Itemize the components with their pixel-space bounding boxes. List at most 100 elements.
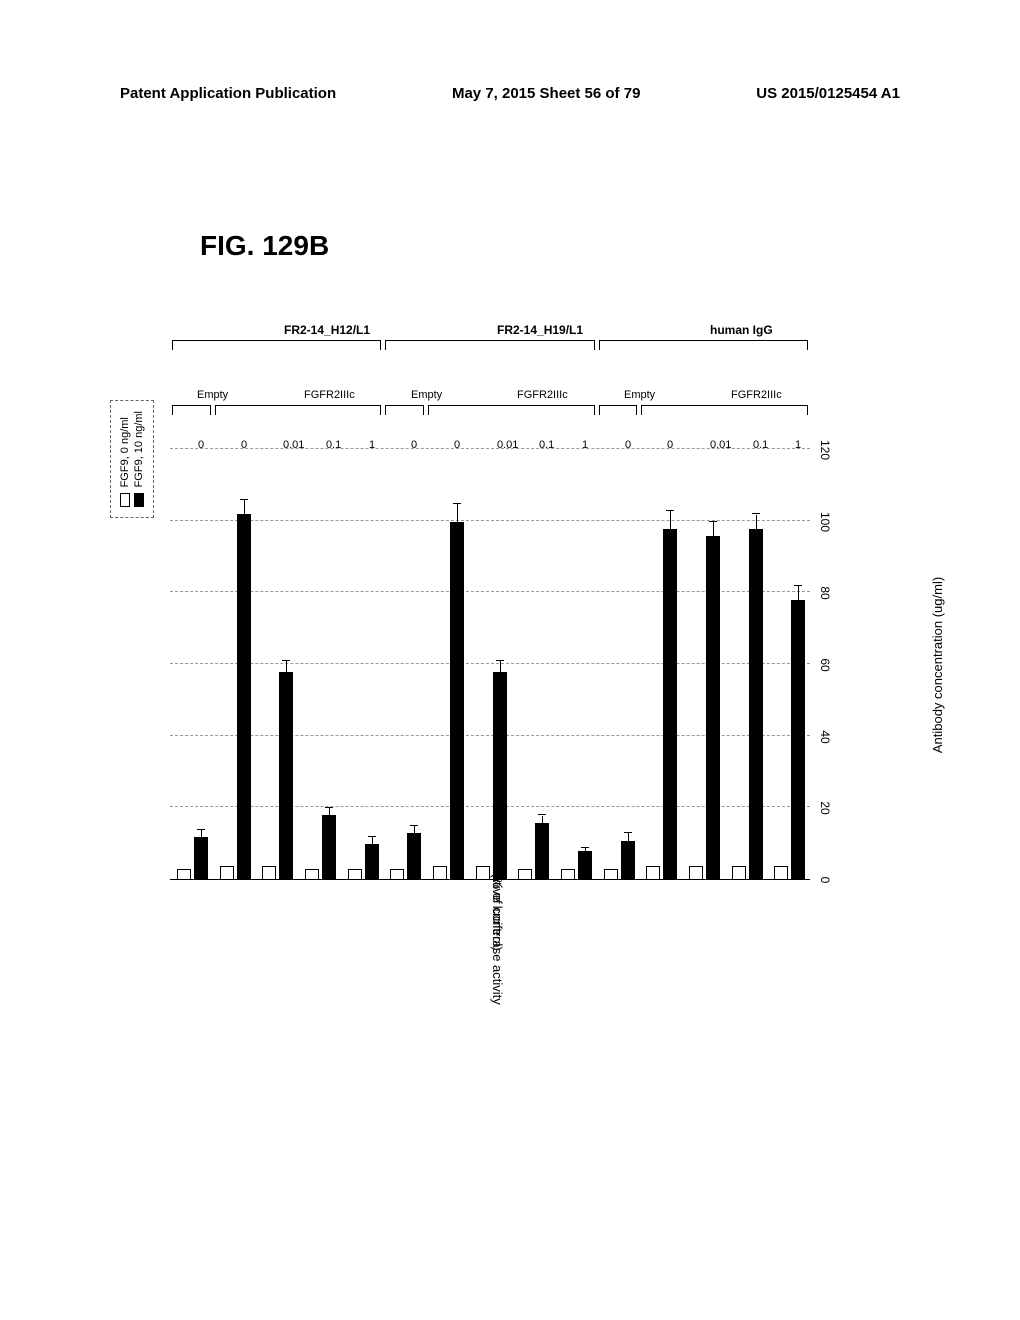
error-cap (240, 499, 248, 500)
error-bar (457, 504, 458, 522)
bar-fgf9-10 (663, 529, 677, 880)
legend-swatch-black (134, 493, 144, 507)
y-tick-label: 100 (818, 507, 832, 537)
bar-group (515, 450, 555, 880)
receptor-label: FGFR2IIIc (517, 389, 568, 401)
x-tick-label: 0.01 (497, 439, 518, 451)
receptor-bracket (599, 405, 638, 415)
error-bar (713, 522, 714, 536)
bar-fgf9-10 (194, 837, 208, 880)
error-cap (496, 660, 504, 661)
bar-fgf9-0 (390, 869, 404, 880)
error-cap (752, 514, 760, 515)
x-tick-label: 0 (411, 439, 417, 451)
bar-fgf9-0 (262, 866, 276, 880)
x-tick-label: 0 (667, 439, 673, 451)
error-bar (542, 816, 543, 823)
error-cap (581, 847, 589, 848)
y-tick-label: 40 (818, 722, 832, 752)
error-cap (410, 825, 418, 826)
legend: FGF9, 0 ng/ml FGF9, 10 ng/ml (110, 400, 154, 518)
bar-group (430, 450, 470, 880)
error-cap (624, 832, 632, 833)
bar-group (558, 450, 598, 880)
bar-group (686, 450, 726, 880)
x-tick-label: 0.1 (539, 439, 554, 451)
bar-fgf9-0 (561, 869, 575, 880)
error-bar (798, 586, 799, 600)
x-tick-label: 0.1 (326, 439, 341, 451)
bar-fgf9-10 (279, 672, 293, 880)
bar-fgf9-10 (706, 536, 720, 880)
legend-label: FGF9, 0 ng/ml (119, 417, 131, 487)
figure-label: FIG. 129B (200, 230, 329, 262)
receptor-bracket (172, 405, 211, 415)
receptor-label: FGFR2IIIc (304, 389, 355, 401)
error-cap (325, 807, 333, 808)
bar-fgf9-10 (237, 515, 251, 881)
bar-fgf9-0 (774, 866, 788, 880)
bar-fgf9-10 (365, 844, 379, 880)
receptor-bracket (428, 405, 595, 415)
bar-fgf9-0 (476, 866, 490, 880)
bar-fgf9-10 (450, 522, 464, 880)
bar-group (345, 450, 385, 880)
bar-group (302, 450, 342, 880)
error-cap (368, 836, 376, 837)
bar-fgf9-10 (535, 823, 549, 880)
antibody-bracket (385, 340, 594, 350)
bar-fgf9-10 (407, 833, 421, 880)
antibody-label: human IgG (710, 323, 773, 337)
bar-fgf9-10 (621, 841, 635, 880)
header-right: US 2015/0125454 A1 (756, 85, 900, 102)
error-cap (453, 503, 461, 504)
bar-group (387, 450, 427, 880)
legend-item: FGF9, 10 ng/ml (133, 411, 145, 507)
receptor-label: FGFR2IIIc (731, 389, 782, 401)
error-cap (282, 660, 290, 661)
legend-swatch-white (120, 493, 130, 507)
header-left: Patent Application Publication (120, 85, 336, 102)
legend-label: FGF9, 10 ng/ml (133, 411, 145, 487)
chart: FGF9, 0 ng/ml FGF9, 10 ng/ml Relative lu… (110, 400, 1020, 960)
y-tick-label: 120 (818, 435, 832, 465)
error-bar (628, 833, 629, 840)
error-bar (756, 515, 757, 529)
error-bar (329, 808, 330, 815)
bar-group (729, 450, 769, 880)
bar-group (174, 450, 214, 880)
header-center: May 7, 2015 Sheet 56 of 79 (452, 85, 640, 102)
error-bar (244, 500, 245, 514)
receptor-label: Empty (197, 389, 228, 401)
x-tick-label: 1 (369, 439, 375, 451)
bar-fgf9-10 (322, 816, 336, 881)
receptor-bracket (215, 405, 382, 415)
page-header: Patent Application Publication May 7, 20… (120, 85, 900, 102)
receptor-label: Empty (411, 389, 442, 401)
bar-fgf9-0 (348, 869, 362, 880)
x-tick-label: 0 (198, 439, 204, 451)
receptor-bracket (385, 405, 424, 415)
bar-group (771, 450, 811, 880)
bar-group (473, 450, 513, 880)
error-cap (666, 510, 674, 511)
antibody-label: FR2-14_H12/L1 (284, 323, 370, 337)
x-tick-label: 0 (454, 439, 460, 451)
bar-fgf9-0 (305, 869, 319, 880)
bar-fgf9-0 (604, 869, 618, 880)
error-bar (414, 826, 415, 833)
bar-group (259, 450, 299, 880)
bar-fgf9-10 (493, 672, 507, 880)
error-cap (197, 829, 205, 830)
bar-fgf9-0 (689, 866, 703, 880)
x-tick-label: 0.1 (753, 439, 768, 451)
bar-fgf9-10 (578, 851, 592, 880)
y-tick-label: 20 (818, 793, 832, 823)
bar-fgf9-0 (177, 869, 191, 880)
legend-item: FGF9, 0 ng/ml (119, 411, 131, 507)
error-bar (286, 661, 287, 672)
error-bar (372, 837, 373, 844)
receptor-bracket (641, 405, 808, 415)
receptor-label: Empty (624, 389, 655, 401)
y-tick-label: 0 (818, 865, 832, 895)
